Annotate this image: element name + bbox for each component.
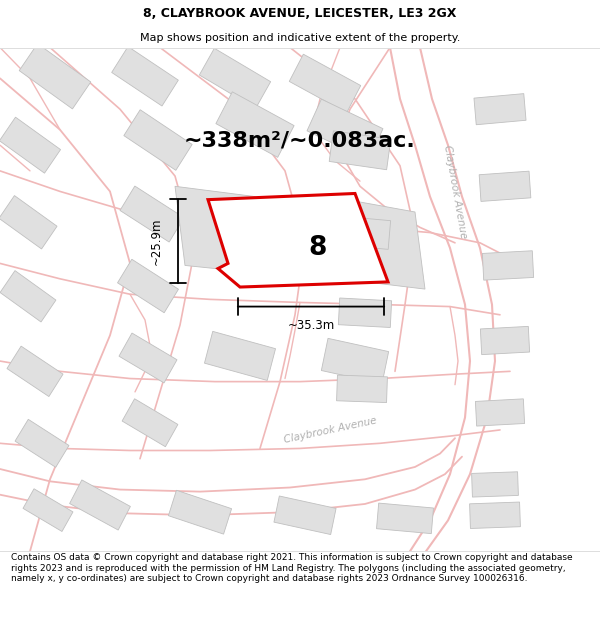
Text: Contains OS data © Crown copyright and database right 2021. This information is : Contains OS data © Crown copyright and d…	[11, 554, 572, 583]
Text: Claybrook Avenue: Claybrook Avenue	[283, 415, 377, 444]
Polygon shape	[337, 375, 388, 402]
Text: Map shows position and indicative extent of the property.: Map shows position and indicative extent…	[140, 33, 460, 43]
Text: 8: 8	[309, 235, 327, 261]
Polygon shape	[322, 338, 389, 384]
Polygon shape	[479, 171, 531, 201]
Polygon shape	[482, 251, 533, 280]
Polygon shape	[122, 399, 178, 447]
Polygon shape	[481, 326, 530, 354]
Polygon shape	[216, 92, 294, 158]
Polygon shape	[19, 44, 91, 109]
Polygon shape	[329, 131, 391, 170]
Polygon shape	[274, 496, 336, 534]
Polygon shape	[175, 186, 265, 274]
Polygon shape	[0, 196, 57, 249]
Polygon shape	[307, 99, 383, 161]
Polygon shape	[120, 186, 184, 242]
Polygon shape	[474, 94, 526, 125]
Polygon shape	[112, 46, 178, 106]
Polygon shape	[15, 419, 69, 468]
Text: ~35.3m: ~35.3m	[287, 319, 335, 332]
Polygon shape	[169, 490, 232, 534]
Polygon shape	[338, 298, 392, 328]
Polygon shape	[119, 333, 177, 383]
Text: ~338m²/~0.083ac.: ~338m²/~0.083ac.	[184, 130, 416, 150]
Polygon shape	[118, 259, 178, 312]
Text: Claybrook Avenue: Claybrook Avenue	[442, 144, 468, 239]
Polygon shape	[23, 489, 73, 531]
Polygon shape	[70, 480, 130, 530]
Polygon shape	[377, 503, 433, 534]
Polygon shape	[470, 502, 520, 529]
Polygon shape	[0, 271, 56, 322]
Polygon shape	[472, 472, 518, 497]
Polygon shape	[475, 399, 524, 426]
Polygon shape	[334, 216, 391, 249]
Polygon shape	[0, 117, 61, 173]
Text: ~25.9m: ~25.9m	[149, 217, 163, 265]
Polygon shape	[205, 331, 275, 381]
Text: 8, CLAYBROOK AVENUE, LEICESTER, LE3 2GX: 8, CLAYBROOK AVENUE, LEICESTER, LE3 2GX	[143, 7, 457, 20]
Polygon shape	[199, 48, 271, 108]
Polygon shape	[289, 54, 361, 112]
Polygon shape	[124, 110, 192, 171]
Polygon shape	[208, 194, 388, 287]
Polygon shape	[7, 346, 63, 396]
Polygon shape	[330, 197, 425, 289]
